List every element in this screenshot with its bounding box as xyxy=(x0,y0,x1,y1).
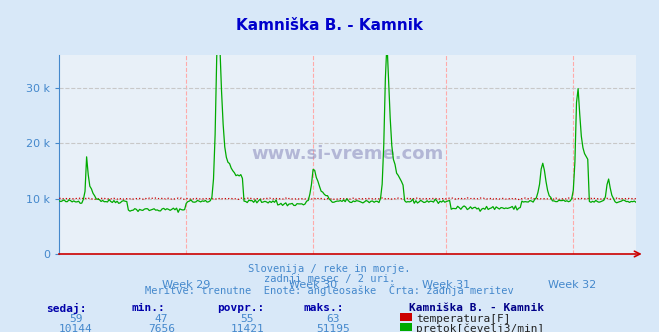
Text: 11421: 11421 xyxy=(230,324,264,332)
Text: 63: 63 xyxy=(326,314,339,324)
Text: 47: 47 xyxy=(155,314,168,324)
Text: Week 32: Week 32 xyxy=(548,280,596,290)
Text: 55: 55 xyxy=(241,314,254,324)
Text: pretok[čevelj3/min]: pretok[čevelj3/min] xyxy=(416,324,545,332)
Text: min.:: min.: xyxy=(132,303,165,313)
Text: Slovenija / reke in morje.: Slovenija / reke in morje. xyxy=(248,264,411,274)
Text: sedaj:: sedaj: xyxy=(46,303,86,314)
Text: www.si-vreme.com: www.si-vreme.com xyxy=(252,145,444,163)
Text: Week 30: Week 30 xyxy=(289,280,337,290)
Text: temperatura[F]: temperatura[F] xyxy=(416,314,511,324)
Text: 7656: 7656 xyxy=(148,324,175,332)
Text: maks.:: maks.: xyxy=(303,303,343,313)
Text: 10144: 10144 xyxy=(59,324,93,332)
Text: zadnji mesec / 2 uri.: zadnji mesec / 2 uri. xyxy=(264,274,395,284)
Text: 51195: 51195 xyxy=(316,324,350,332)
Text: povpr.:: povpr.: xyxy=(217,303,265,313)
Text: 59: 59 xyxy=(69,314,82,324)
Text: Week 29: Week 29 xyxy=(162,280,210,290)
Text: Week 31: Week 31 xyxy=(422,280,470,290)
Text: Kamniška B. - Kamnik: Kamniška B. - Kamnik xyxy=(236,18,423,33)
Text: Kamniška B. - Kamnik: Kamniška B. - Kamnik xyxy=(409,303,544,313)
Text: Meritve: trenutne  Enote: angleosaške  Črta: zadnja meritev: Meritve: trenutne Enote: angleosaške Črt… xyxy=(145,284,514,296)
